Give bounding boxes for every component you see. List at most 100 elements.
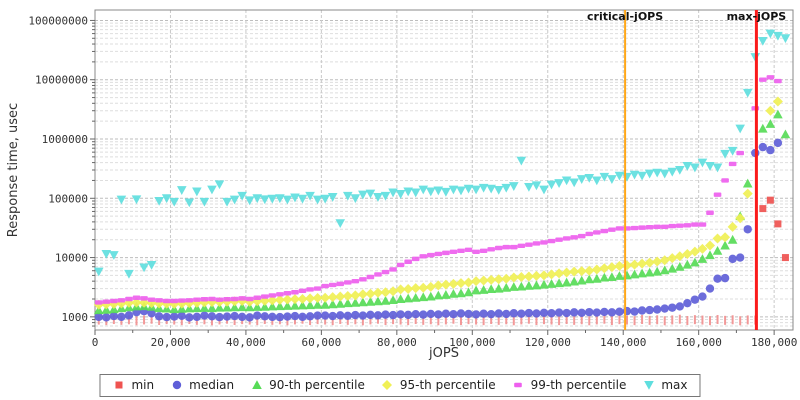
marker-p95 — [267, 295, 278, 306]
marker-p95 — [350, 290, 361, 301]
marker-median — [683, 298, 692, 308]
marker-p90 — [373, 296, 383, 306]
marker-p99 — [147, 297, 156, 302]
marker-p90 — [554, 278, 564, 288]
marker-p99 — [102, 299, 111, 304]
marker-p99 — [502, 244, 511, 250]
legend-label-p90: 90-th percentile — [269, 378, 365, 392]
marker-p95 — [531, 270, 542, 281]
marker-median — [117, 312, 126, 322]
legend-item-p99: 99-th percentile — [512, 378, 626, 392]
marker-min — [595, 315, 598, 325]
marker-p90 — [682, 259, 693, 269]
marker-p90 — [667, 263, 678, 273]
marker-max — [312, 195, 323, 205]
marker-median — [230, 311, 239, 321]
marker-max — [93, 267, 104, 277]
marker-p90 — [524, 280, 534, 290]
marker-p99 — [260, 294, 269, 299]
marker-p95 — [388, 286, 399, 297]
marker-p99 — [200, 297, 209, 302]
marker-p90 — [365, 296, 376, 306]
legend-marker-p90 — [251, 380, 262, 389]
gridlines — [95, 10, 793, 330]
marker-max — [146, 260, 157, 270]
marker-p99 — [562, 236, 571, 241]
marker-min — [542, 315, 545, 325]
marker-min — [354, 315, 357, 325]
legend-label-max: max — [661, 378, 688, 392]
marker-p99 — [336, 281, 345, 287]
y-tick-label: 1000000 — [42, 133, 88, 146]
marker-median — [675, 302, 685, 311]
x-tick-label: 140,000 — [600, 336, 646, 349]
marker-median — [403, 310, 413, 320]
marker-min — [233, 315, 236, 325]
legend-item-median: median — [170, 378, 234, 392]
marker-p99 — [577, 233, 586, 239]
marker-median — [592, 308, 602, 317]
marker-max — [644, 169, 655, 179]
marker-p95 — [486, 274, 497, 285]
marker-max — [305, 191, 315, 201]
marker-max — [780, 34, 791, 44]
marker-max — [237, 191, 247, 201]
marker-p99 — [396, 262, 405, 268]
marker-max — [101, 249, 112, 259]
marker-p99 — [215, 297, 224, 302]
marker-p99 — [404, 259, 412, 264]
marker-max — [365, 189, 376, 199]
marker-min — [550, 315, 553, 325]
marker-p95 — [320, 292, 331, 303]
marker-median — [109, 311, 119, 321]
marker-min — [422, 315, 425, 325]
marker-p95 — [772, 96, 783, 107]
marker-max — [554, 179, 564, 188]
marker-min — [256, 316, 259, 326]
marker-p99 — [540, 240, 548, 245]
marker-p95 — [584, 265, 595, 276]
marker-min — [671, 315, 674, 325]
marker-median — [652, 305, 662, 314]
marker-median — [622, 306, 632, 316]
data-points — [93, 29, 791, 326]
marker-min — [444, 315, 447, 325]
marker-min — [610, 315, 613, 325]
marker-median — [645, 305, 654, 315]
marker-median — [494, 309, 503, 318]
marker-max — [395, 190, 406, 199]
marker-median — [728, 254, 737, 264]
marker-p99 — [570, 235, 578, 240]
marker-p95 — [501, 273, 512, 284]
marker-max — [275, 194, 285, 204]
marker-median — [615, 307, 624, 316]
legend-marker-min — [115, 381, 123, 389]
marker-max — [652, 168, 662, 178]
marker-p95 — [735, 213, 746, 224]
marker-p95 — [765, 105, 776, 116]
marker-max — [403, 187, 413, 197]
marker-p99 — [736, 150, 744, 156]
marker-p95 — [561, 267, 572, 278]
legend-marker-glyph-min — [115, 381, 123, 389]
marker-median — [351, 310, 360, 320]
series-max — [93, 29, 791, 279]
marker-p99 — [291, 290, 299, 295]
marker-median — [253, 311, 262, 320]
legend-label-p95: 95-th percentile — [399, 378, 496, 392]
marker-p95 — [455, 278, 466, 289]
marker-median — [124, 311, 134, 320]
marker-p95 — [425, 281, 436, 292]
marker-max — [742, 88, 753, 98]
marker-median — [373, 311, 383, 320]
marker-median — [419, 310, 428, 319]
marker-p95 — [689, 246, 700, 257]
marker-p99 — [434, 251, 443, 257]
marker-p90 — [637, 268, 647, 278]
marker-min — [210, 316, 213, 326]
legend-marker-glyph-p90 — [251, 380, 262, 389]
axis-ticks: 0 20,000 40,000 60,000 80,000 100,000 120,000 1… — [28, 14, 797, 349]
marker-p90 — [471, 285, 481, 295]
marker-p90 — [690, 257, 700, 267]
